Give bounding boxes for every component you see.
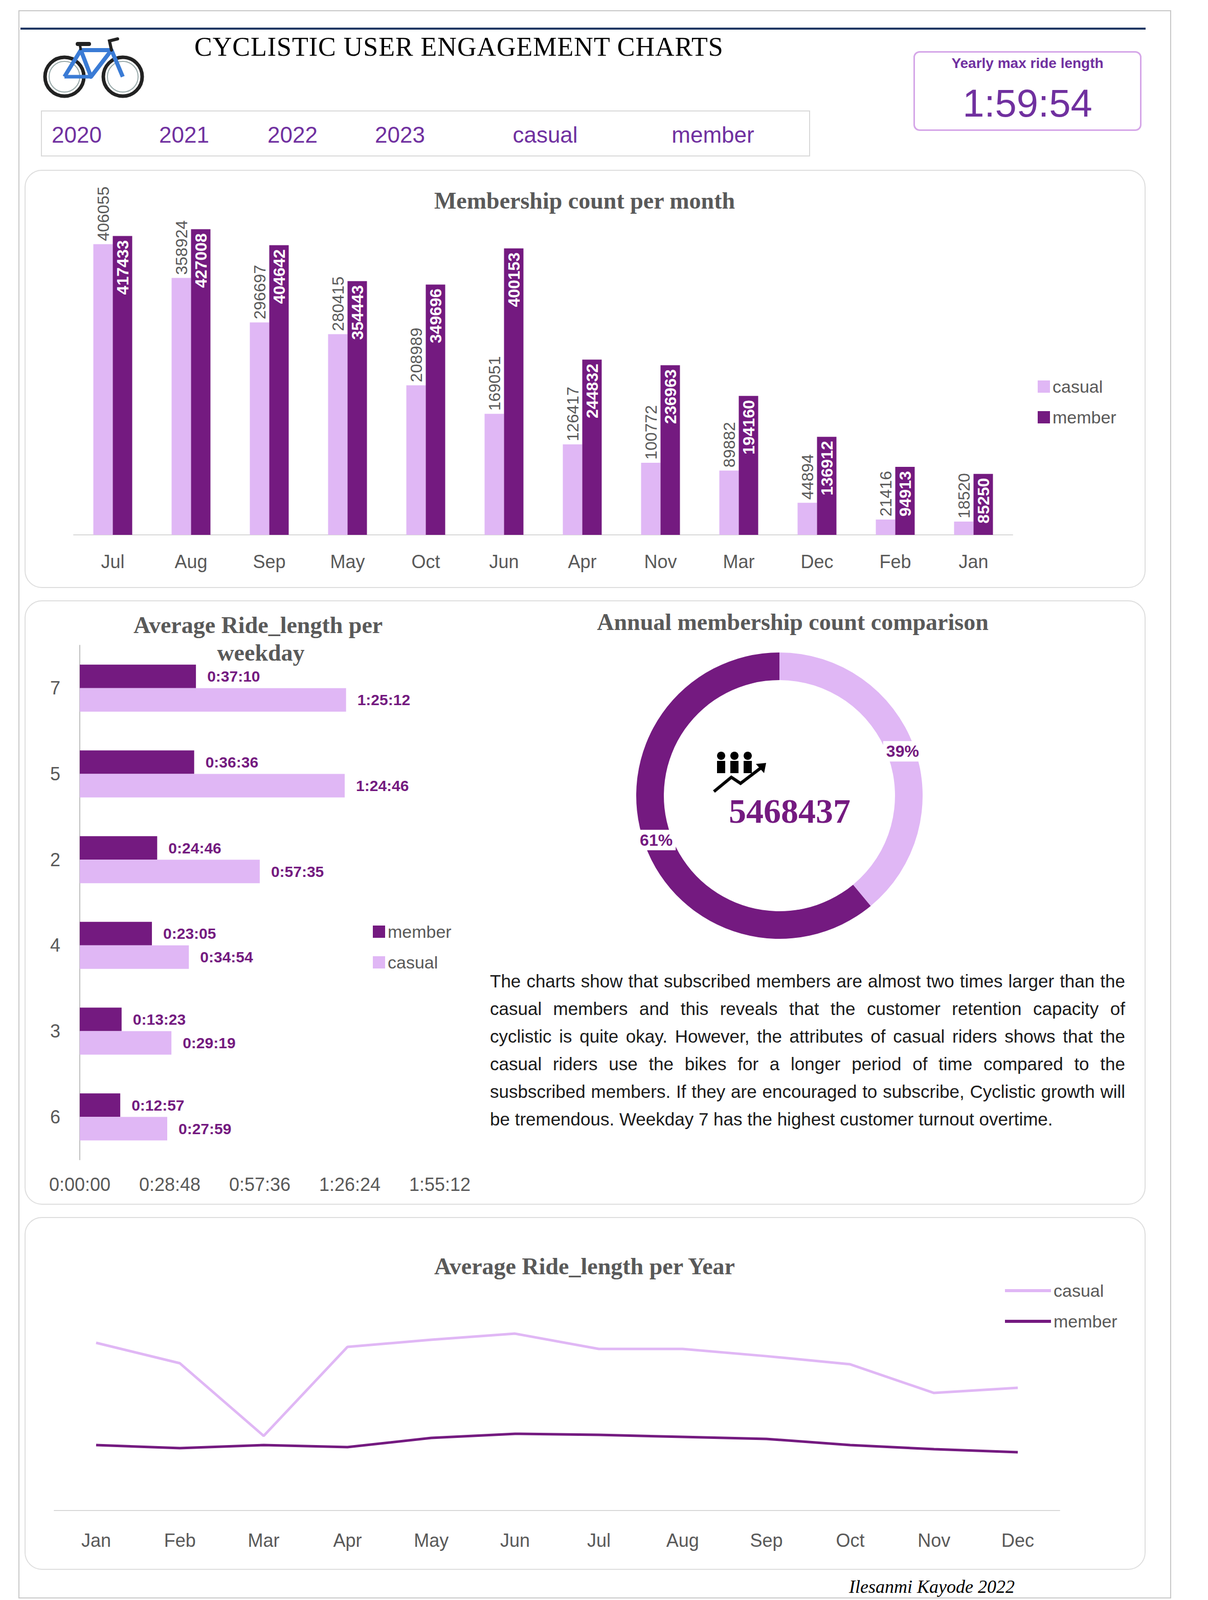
svg-text:244832: 244832 <box>583 363 602 419</box>
svg-text:126417: 126417 <box>563 386 583 442</box>
svg-text:4: 4 <box>50 934 61 956</box>
svg-text:21416: 21416 <box>876 471 896 517</box>
svg-text:136912: 136912 <box>817 440 837 496</box>
svg-text:Apr: Apr <box>332 1530 362 1552</box>
svg-text:member: member <box>387 922 452 942</box>
svg-text:Jul: Jul <box>587 1530 611 1552</box>
svg-text:100772: 100772 <box>641 405 661 460</box>
svg-text:Aug: Aug <box>174 551 208 573</box>
svg-text:354443: 354443 <box>348 285 367 341</box>
svg-text:Nov: Nov <box>643 551 677 573</box>
svg-text:Apr: Apr <box>567 551 597 573</box>
svg-text:Sep: Sep <box>252 551 286 573</box>
html-text:The charts show that subscribe: The charts show that subscribed members … <box>489 971 1126 1130</box>
svg-text:349696: 349696 <box>426 288 445 344</box>
svg-text:44894: 44894 <box>798 454 817 500</box>
svg-text:casual: casual <box>1052 376 1103 397</box>
html-text:2023: 2023 <box>374 122 425 148</box>
svg-text:0:29:19: 0:29:19 <box>182 1034 236 1052</box>
svg-text:Membership count per month: Membership count per month <box>434 187 735 214</box>
svg-text:0:00:00: 0:00:00 <box>49 1174 111 1196</box>
svg-text:296697: 296697 <box>250 264 270 320</box>
svg-text:member: member <box>1053 1311 1118 1332</box>
svg-text:Oct: Oct <box>835 1530 865 1552</box>
svg-text:Oct: Oct <box>411 551 440 573</box>
svg-text:0:13:23: 0:13:23 <box>132 1011 186 1028</box>
svg-text:85250: 85250 <box>974 478 993 524</box>
svg-text:1:25:12: 1:25:12 <box>357 691 411 709</box>
svg-text:358924: 358924 <box>172 220 191 276</box>
svg-text:208989: 208989 <box>407 327 426 383</box>
svg-text:5: 5 <box>50 763 61 785</box>
svg-text:Jun: Jun <box>500 1530 530 1552</box>
svg-text:39%: 39% <box>886 742 920 761</box>
html-text:2022: 2022 <box>267 122 318 148</box>
svg-text:Jun: Jun <box>488 551 519 573</box>
svg-text:Aug: Aug <box>666 1530 700 1552</box>
svg-text:Jul: Jul <box>100 551 125 573</box>
svg-text:236963: 236963 <box>661 369 680 424</box>
html-text:1:59:54: 1:59:54 <box>962 81 1093 125</box>
svg-text:169051: 169051 <box>485 356 504 412</box>
svg-text:Dec: Dec <box>1001 1530 1035 1552</box>
svg-text:2: 2 <box>50 849 61 871</box>
svg-text:member: member <box>1052 407 1117 428</box>
svg-text:Jan: Jan <box>958 551 989 573</box>
svg-text:400153: 400153 <box>504 252 524 308</box>
svg-text:89882: 89882 <box>720 421 739 468</box>
svg-text:0:28:48: 0:28:48 <box>139 1174 201 1196</box>
html-text:member: member <box>671 122 755 148</box>
svg-text:0:37:10: 0:37:10 <box>207 667 260 685</box>
svg-text:5468437: 5468437 <box>728 791 851 831</box>
svg-text:Nov: Nov <box>917 1530 951 1552</box>
svg-text:0:24:46: 0:24:46 <box>168 839 221 857</box>
svg-text:casual: casual <box>1053 1281 1104 1301</box>
html-text:CYCLISTIC USER ENGAGEMENT CHAR: CYCLISTIC USER ENGAGEMENT CHARTS <box>194 32 724 62</box>
svg-text:3: 3 <box>50 1020 61 1042</box>
svg-text:18520: 18520 <box>954 473 974 519</box>
svg-text:7: 7 <box>50 677 61 699</box>
svg-text:May: May <box>413 1530 449 1552</box>
svg-text:Average Ride_length per Year: Average Ride_length per Year <box>434 1253 735 1280</box>
svg-text:406055: 406055 <box>94 186 113 242</box>
svg-text:Dec: Dec <box>800 551 834 573</box>
svg-text:1:24:46: 1:24:46 <box>355 777 409 795</box>
svg-text:417433: 417433 <box>113 240 132 296</box>
svg-text:Feb: Feb <box>164 1530 196 1552</box>
svg-text:427008: 427008 <box>191 233 211 288</box>
svg-text:May: May <box>329 551 365 573</box>
svg-text:Sep: Sep <box>750 1530 784 1552</box>
svg-text:Annual membership count compar: Annual membership count comparison <box>596 609 989 636</box>
svg-text:404642: 404642 <box>270 249 289 305</box>
svg-text:Jan: Jan <box>81 1530 111 1552</box>
html-text:casual: casual <box>512 122 578 148</box>
html-text:2020: 2020 <box>51 122 102 148</box>
svg-text:Average Ride_length per: Average Ride_length per <box>133 612 389 639</box>
svg-text:61%: 61% <box>639 831 673 850</box>
svg-text:1:55:12: 1:55:12 <box>409 1174 471 1196</box>
html-text:Yearly max ride length: Yearly max ride length <box>951 55 1104 72</box>
svg-text:194160: 194160 <box>739 399 758 455</box>
svg-text:1:26:24: 1:26:24 <box>319 1174 381 1196</box>
svg-text:0:57:35: 0:57:35 <box>271 863 324 881</box>
svg-text:0:23:05: 0:23:05 <box>163 925 216 943</box>
html-text:Ilesanmi Kayode 2022: Ilesanmi Kayode 2022 <box>848 1576 1015 1598</box>
svg-text:0:36:36: 0:36:36 <box>205 753 259 771</box>
svg-text:weekday: weekday <box>216 639 305 666</box>
svg-text:0:12:57: 0:12:57 <box>131 1097 185 1114</box>
svg-text:Mar: Mar <box>248 1530 280 1552</box>
svg-text:280415: 280415 <box>328 276 348 332</box>
svg-text:casual: casual <box>387 952 438 973</box>
html-text:2021: 2021 <box>159 122 210 148</box>
svg-text:94913: 94913 <box>896 471 915 517</box>
svg-text:0:34:54: 0:34:54 <box>199 948 254 966</box>
svg-text:0:27:59: 0:27:59 <box>178 1120 232 1138</box>
svg-text:6: 6 <box>50 1106 61 1128</box>
svg-text:Feb: Feb <box>879 551 911 573</box>
svg-text:0:57:36: 0:57:36 <box>229 1174 291 1196</box>
svg-text:Mar: Mar <box>723 551 755 573</box>
